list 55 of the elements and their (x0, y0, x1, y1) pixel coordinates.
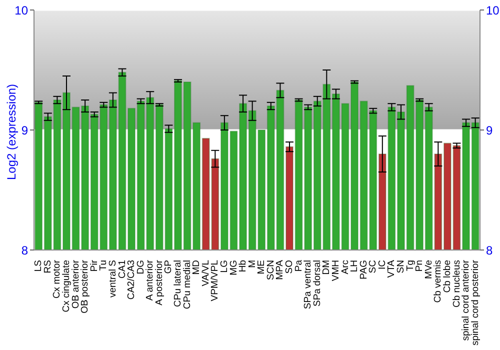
x-tick-label: SO (284, 260, 296, 274)
x-tick-label: CPu lateral (172, 260, 184, 307)
x-tick-label: IC (376, 260, 388, 270)
x-tick-label: RS (42, 260, 54, 274)
x-tick-label: GP (163, 260, 174, 274)
x-tick-label: CA2/CA3 (126, 260, 138, 300)
y-tick-label: 9 (21, 123, 28, 138)
x-tick-label: MVe (423, 260, 434, 280)
x-tick-label: LS (33, 260, 44, 272)
x-tick-label: ME (256, 260, 268, 274)
x-tick-label: Tg (404, 260, 416, 272)
x-tick-label: LG (218, 260, 230, 273)
x-tick-label: MD (191, 260, 202, 275)
y2-tick-label: 9 (486, 123, 493, 138)
x-tick-label: Tu (98, 260, 110, 271)
y-tick-label: 10 (14, 3, 28, 18)
x-tick-label: Cb nucleus (451, 260, 462, 308)
x-tick-label: MPA (274, 259, 286, 280)
y2-tick-label: 8 (486, 243, 493, 258)
x-tick-label: SC (368, 260, 379, 274)
x-tick-label: spinal cord posterior (470, 260, 481, 346)
y-axis-title: Log2 (expression) (4, 84, 18, 180)
x-tick-label: SN (396, 260, 407, 274)
x-tick-label: A posterior (154, 260, 165, 306)
x-tick-label: PAG (358, 260, 370, 280)
y2-tick-label: 10 (486, 3, 500, 18)
x-tick-label: Cx cingulate (61, 260, 72, 312)
x-tick-label: VA/VL (200, 260, 212, 286)
x-tick-label: Pn (414, 260, 426, 272)
x-tick-label: M (246, 260, 258, 268)
x-tick-label: Cx motor (52, 260, 63, 299)
x-tick-label: MG (228, 260, 240, 276)
y-tick-label: 8 (21, 243, 28, 258)
x-tick-label: spinal cord anterior (460, 260, 472, 341)
x-tick-label: Cb vermis (432, 260, 444, 303)
x-tick-label: Arc (340, 260, 351, 274)
x-tick-label: CPu medial (182, 260, 193, 310)
x-tick-label: OB posterior (80, 260, 91, 314)
x-tick-label: LH (349, 260, 360, 272)
x-tick-label: Cb lobe (442, 260, 453, 293)
x-tick-label: Pa (293, 259, 304, 272)
x-tick-label: SPa dorsal (312, 260, 323, 306)
x-tick-label: VMH (330, 260, 342, 282)
x-tick-label: A anterior (144, 260, 156, 301)
x-tick-label: DM (321, 260, 332, 275)
x-tick-label: SCN (265, 260, 276, 280)
x-tick-label: VTA (386, 259, 398, 278)
x-tick-label: SPa ventral (302, 260, 314, 310)
x-tick-label: OB anterior (70, 260, 82, 309)
x-tick-label: VPM/VPL (210, 260, 221, 302)
x-tick-label: DG (135, 260, 146, 274)
x-tick-label: Pir (88, 260, 100, 272)
x-tick-label: ventral S (107, 260, 118, 298)
x-tick-label: Hb (238, 260, 249, 272)
x-tick-label: CA1 (116, 260, 128, 278)
